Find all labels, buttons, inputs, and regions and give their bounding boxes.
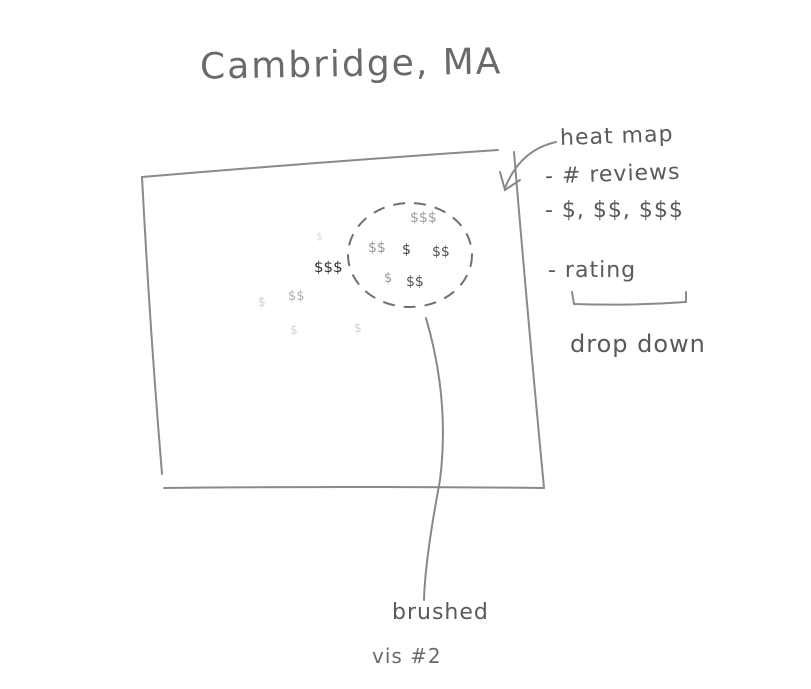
map-frame-bottom xyxy=(163,486,545,489)
mark-outside-2: $$ xyxy=(288,289,305,304)
mark-inside-5: $ xyxy=(384,271,392,286)
mark-outside-6: $ xyxy=(316,230,323,243)
option-price-level[interactable]: - $, $$, $$$ xyxy=(545,198,684,223)
mark-inside-2: $$ xyxy=(368,240,386,256)
brushed-marks: $$$ $$ $ $$ $ $$ xyxy=(368,210,450,290)
map-frame xyxy=(141,149,545,489)
map-frame-top xyxy=(141,149,499,178)
mark-outside-5: $ xyxy=(354,321,362,335)
brushed-connector-line xyxy=(423,317,444,601)
dropdown-bracket xyxy=(571,291,687,306)
map-frame-right xyxy=(513,151,545,489)
mark-inside-4: $$ xyxy=(432,244,450,260)
vis-caption: vis #2 xyxy=(372,644,442,668)
mark-inside-6: $$ xyxy=(406,274,424,290)
mark-inside-1: $$$ xyxy=(410,210,437,226)
mark-outside-4: $ xyxy=(290,323,298,337)
dropdown-label: drop down xyxy=(570,330,706,358)
mark-inside-3: $ xyxy=(402,242,411,258)
option-num-reviews[interactable]: - # reviews xyxy=(544,159,681,190)
heat-map-arrow xyxy=(499,141,557,192)
mark-outside-3: $ xyxy=(258,295,266,309)
heat-map-label: heat map xyxy=(559,122,674,151)
page-title: Cambridge, MA xyxy=(199,41,503,88)
option-rating[interactable]: - rating xyxy=(548,258,637,283)
brush-selection-circle xyxy=(347,202,473,308)
unbrushed-marks: $$$ $$ $ $ $ $ xyxy=(258,230,362,337)
map-frame-left xyxy=(141,176,163,475)
brushed-label: brushed xyxy=(392,600,489,625)
mark-outside-1: $$$ xyxy=(314,258,343,276)
